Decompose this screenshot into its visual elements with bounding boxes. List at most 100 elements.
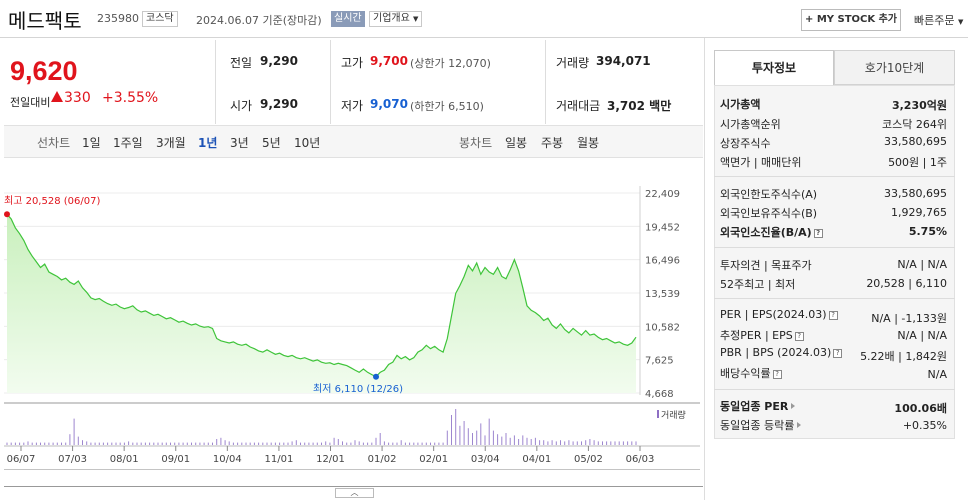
volume-bar: [174, 442, 176, 445]
volume-bar: [316, 442, 318, 445]
volume-bar: [287, 442, 289, 445]
price-chart[interactable]: 22,409 19,452 16,496 13,539 10,582 7,625 4,668…: [0, 180, 704, 470]
help-icon[interactable]: ?: [794, 332, 804, 341]
opinion-label: 투자의견 | 목표주가: [720, 259, 812, 272]
collapse-chart-button[interactable]: ︿: [335, 488, 374, 498]
base-date: 2024.06.07 기준(장마감): [196, 14, 322, 27]
x-tick-label: 06/03: [626, 454, 655, 465]
volume-bar: [488, 418, 490, 445]
volume-bar: [102, 442, 104, 445]
market-cap-label: 시가총액: [720, 98, 761, 111]
volume-bar: [585, 440, 587, 445]
volume-bar: [295, 440, 297, 445]
volume-bar: [111, 442, 113, 445]
volume-bar: [115, 442, 117, 445]
quick-order-button[interactable]: 빠른주문 ▼: [914, 12, 963, 28]
tab-10y[interactable]: 10년: [294, 136, 321, 150]
volume-bar: [161, 442, 163, 445]
volume-bar: [10, 442, 12, 445]
chevron-up-icon: ︿: [350, 488, 359, 497]
line-chart-label: 선차트: [37, 136, 71, 150]
tab-weekly[interactable]: 주봉: [541, 136, 564, 150]
volume-bar: [207, 442, 209, 445]
x-tick-label: 11/01: [265, 454, 294, 465]
volume-bar: [241, 442, 243, 445]
volume-bar: [165, 442, 167, 445]
x-tick-label: 06/07: [7, 454, 36, 465]
volume-bar: [73, 418, 75, 445]
volume-bar: [337, 439, 339, 445]
tab-3m[interactable]: 3개월: [156, 136, 186, 150]
volume-bar: [329, 442, 331, 445]
par-value: 500원 | 1주: [888, 156, 947, 169]
tab-daily[interactable]: 일봉: [505, 136, 528, 150]
foreign-ratio: 5.75%: [908, 225, 947, 238]
volume-bar: [480, 423, 482, 445]
sector-per-row[interactable]: 동일업종 PER: [720, 398, 796, 414]
divider: [330, 40, 331, 124]
volume-bar: [509, 437, 511, 445]
help-icon[interactable]: ?: [772, 370, 782, 379]
tab-orderbook[interactable]: 호가10단계: [834, 50, 955, 85]
tab-3y[interactable]: 3년: [230, 136, 249, 150]
volume-bar: [182, 442, 184, 445]
y-tick-label: 16,496: [645, 256, 680, 267]
per-row: PER | EPS(2024.03)?: [720, 308, 838, 321]
volume-bar: [622, 441, 624, 445]
trade-amount-value: 3,702: [607, 99, 645, 113]
volume-bar: [551, 440, 553, 445]
tab-1y[interactable]: 1년: [198, 136, 218, 150]
foreign-limit-label: 외국인한도주식수(A): [720, 188, 818, 201]
sector-per-label: 동일업종 PER: [720, 400, 789, 413]
market-cap-rank: 코스닥 264위: [882, 118, 947, 131]
open-label: 시가: [230, 99, 253, 113]
realtime-button[interactable]: 실시간: [331, 11, 365, 27]
volume-bar: [425, 442, 427, 445]
help-icon[interactable]: ?: [833, 349, 843, 358]
volume-bar: [362, 442, 364, 445]
add-mystock-button[interactable]: + MY STOCK 추가: [801, 9, 901, 31]
volume-bar: [522, 435, 524, 445]
company-overview-label: 기업개요: [373, 13, 410, 24]
volume-bar: [333, 437, 335, 445]
tab-invest-info[interactable]: 투자정보: [714, 50, 834, 85]
volume-bar: [27, 441, 29, 445]
tab-1d[interactable]: 1일: [82, 136, 101, 150]
volume-bar: [300, 442, 301, 445]
company-overview-dropdown[interactable]: 기업개요 ▼: [369, 11, 423, 27]
volume-bar: [212, 442, 213, 445]
volume-bar: [65, 442, 67, 445]
tab-monthly[interactable]: 월봉: [577, 136, 600, 150]
volume-bar: [379, 433, 381, 445]
volume-bar: [354, 440, 356, 445]
est-per-value: N/A | N/A: [897, 329, 947, 342]
volume-bar: [291, 441, 293, 445]
foreign-hold: 1,929,765: [891, 206, 947, 219]
dividend-value: N/A: [927, 368, 947, 381]
volume-bar: [358, 441, 360, 445]
volume-bar: [136, 442, 138, 445]
volume-bar: [40, 442, 41, 445]
volume-legend-icon: [657, 410, 659, 418]
volume-bar: [35, 442, 37, 445]
chevron-down-icon: ▼: [957, 18, 964, 26]
help-icon[interactable]: ?: [828, 311, 838, 320]
lower-limit: (하한가 6,510): [410, 100, 484, 113]
y-tick-label: 7,625: [645, 356, 674, 367]
foreign-ratio-label: 외국인소진율(B/A): [720, 226, 812, 239]
volume-bar: [61, 442, 62, 445]
volume-bar: [543, 440, 545, 445]
volume-bar: [476, 430, 478, 445]
current-price: 9,620: [10, 56, 78, 86]
tab-5y[interactable]: 5년: [262, 136, 281, 150]
help-icon[interactable]: ?: [813, 229, 823, 238]
price-change: 330: [64, 90, 91, 106]
sector-rate-row[interactable]: 동일업종 등락률: [720, 417, 802, 433]
est-per-row: 추정PER | EPS?: [720, 327, 804, 343]
tab-1w[interactable]: 1주일: [113, 136, 143, 150]
x-axis: 06/07 07/03 08/01 09/01 10/04 11/01 12/01 01/02…: [7, 446, 655, 465]
volume-bar: [430, 442, 431, 445]
divider: [545, 40, 546, 124]
chevron-down-icon: ▼: [413, 15, 419, 23]
stock-name: 메드팩토: [8, 9, 82, 33]
